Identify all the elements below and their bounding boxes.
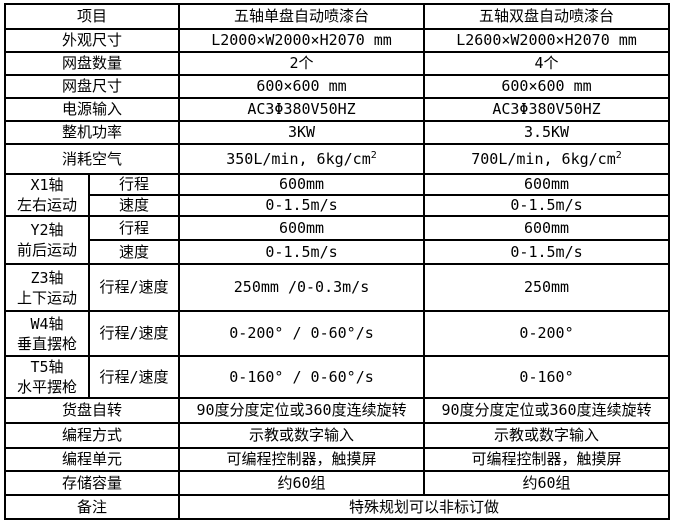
axis-name: T5轴 [30, 358, 64, 376]
cell-x1-speed-product2: 0-1.5m/s [423, 194, 671, 217]
cell-y2-speed-product2: 0-1.5m/s [423, 239, 671, 265]
cell-storage-product2: 约60组 [423, 470, 671, 496]
air-value-base: 700L/min, 6kg/cm [471, 149, 616, 168]
row-label-programming-unit: 编程单元 [3, 447, 181, 472]
row-label-x1-axis: X1轴 左右运动 [4, 173, 90, 217]
header-product1: 五轴单盘自动喷漆台 [178, 3, 426, 30]
row-label-remark: 备注 [3, 494, 181, 520]
table-row-tray-rotation: 货盘自转 90度分度定位或360度连续旋转 90度分度定位或360度连续旋转 [3, 397, 671, 424]
table-row-total-power: 整机功率 3KW 3.5KW [3, 120, 671, 145]
row-label-programming-method: 编程方式 [3, 422, 181, 449]
cell-power-input-product1: AC3Φ380V50HZ [178, 97, 426, 122]
row-sublabel-x1-speed: 速度 [87, 194, 181, 217]
cell-tray-size-product2: 600×600 mm [423, 74, 671, 99]
table-row-z3: Z3轴 上下运动 行程/速度 250mm /0-0.3m/s 250mm [4, 263, 671, 312]
row-label-dimensions: 外观尺寸 [3, 28, 181, 53]
row-label-total-power: 整机功率 [3, 120, 181, 145]
air-value-exponent: 2 [615, 149, 622, 161]
row-label-tray-rotation: 货盘自转 [3, 397, 181, 424]
table-row-x1-speed: 速度 0-1.5m/s 0-1.5m/s [5, 194, 671, 217]
row-sublabel-y2-speed: 速度 [87, 239, 181, 265]
cell-z3-product1: 250mm /0-0.3m/s [178, 263, 426, 312]
air-value-exponent: 2 [370, 149, 377, 161]
row-label-air-consumption: 消耗空气 [3, 143, 181, 175]
cell-total-power-product2: 3.5KW [423, 120, 671, 145]
row-label-tray-size: 网盘尺寸 [3, 74, 181, 99]
axis-motion: 垂直摆枪 [16, 334, 77, 353]
cell-programming-unit-product1: 可编程控制器，触摸屏 [178, 447, 426, 472]
row-sublabel-x1-stroke: 行程 [87, 173, 181, 196]
cell-dimensions-product2: L2600×W2000×H2070 mm [423, 28, 671, 53]
cell-air-consumption-product2: 700L/min, 6kg/cm2 [423, 143, 671, 175]
axis-name: Z3轴 [30, 268, 64, 287]
cell-dimensions-product1: L2000×W2000×H2070 mm [178, 28, 426, 53]
table-row-programming-unit: 编程单元 可编程控制器，触摸屏 可编程控制器，触摸屏 [3, 447, 671, 472]
row-label-power-input: 电源输入 [3, 97, 181, 122]
cell-w4-product2: 0-200° [423, 310, 671, 357]
cell-t5-product1: 0-160° / 0-60°/s [178, 355, 426, 399]
cell-x1-stroke-product2: 600mm [423, 173, 671, 196]
cell-t5-product2: 0-160° [423, 355, 671, 399]
cell-programming-method-product1: 示教或数字输入 [178, 422, 426, 449]
air-value-base: 350L/min, 6kg/cm [226, 149, 371, 168]
cell-tray-count-product1: 2个 [178, 51, 426, 76]
table-row-tray-count: 网盘数量 2个 4个 [3, 51, 671, 76]
axis-motion: 上下运动 [16, 288, 77, 307]
axis-motion: 前后运动 [16, 241, 77, 259]
header-item-label: 项目 [3, 3, 181, 30]
table-row-tray-size: 网盘尺寸 600×600 mm 600×600 mm [3, 74, 671, 99]
row-label-w4-axis: W4轴 垂直摆枪 [4, 310, 90, 357]
axis-name: W4轴 [30, 314, 64, 333]
table-row-header: 项目 五轴单盘自动喷漆台 五轴双盘自动喷漆台 [3, 3, 671, 30]
table-row-air-consumption: 消耗空气 350L/min, 6kg/cm2 700L/min, 6kg/cm2 [3, 143, 671, 175]
row-label-y2-axis: Y2轴 前后运动 [4, 215, 90, 265]
axis-name: X1轴 [30, 176, 64, 194]
cell-storage-product1: 约60组 [178, 470, 426, 496]
table-row-t5: T5轴 水平摆枪 行程/速度 0-160° / 0-60°/s 0-160° [4, 355, 671, 399]
cell-total-power-product1: 3KW [178, 120, 426, 145]
table-row-w4: W4轴 垂直摆枪 行程/速度 0-200° / 0-60°/s 0-200° [4, 310, 671, 357]
cell-y2-speed-product1: 0-1.5m/s [178, 239, 426, 265]
table-row-x1-stroke: X1轴 左右运动 行程 600mm 600mm [4, 173, 671, 217]
row-sublabel-z3: 行程/速度 [87, 263, 181, 312]
axis-name: Y2轴 [30, 221, 64, 239]
row-sublabel-w4: 行程/速度 [87, 310, 181, 357]
cell-programming-method-product2: 示教或数字输入 [423, 422, 671, 449]
table-row-storage: 存储容量 约60组 约60组 [3, 470, 671, 496]
cell-power-input-product2: AC3Φ380V50HZ [423, 97, 671, 122]
row-label-storage: 存储容量 [3, 470, 181, 496]
cell-x1-stroke-product1: 600mm [178, 173, 426, 196]
row-sublabel-y2-stroke: 行程 [87, 215, 181, 241]
cell-tray-count-product2: 4个 [423, 51, 671, 76]
cell-w4-product1: 0-200° / 0-60°/s [178, 310, 426, 357]
row-label-tray-count: 网盘数量 [3, 51, 181, 76]
cell-z3-product2: 250mm [423, 263, 671, 312]
cell-remark-value: 特殊规划可以非标订做 [178, 494, 671, 520]
row-label-t5-axis: T5轴 水平摆枪 [4, 355, 90, 399]
table-row-remark: 备注 特殊规划可以非标订做 [3, 494, 671, 520]
table-row-dimensions: 外观尺寸 L2000×W2000×H2070 mm L2600×W2000×H2… [3, 28, 671, 53]
table-row-y2-speed: 速度 0-1.5m/s 0-1.5m/s [5, 239, 671, 265]
cell-x1-speed-product1: 0-1.5m/s [178, 194, 426, 217]
row-label-z3-axis: Z3轴 上下运动 [4, 263, 90, 312]
spec-table: 项目 五轴单盘自动喷漆台 五轴双盘自动喷漆台 外观尺寸 L2000×W2000×… [3, 3, 671, 520]
axis-motion: 水平摆枪 [16, 378, 77, 396]
cell-y2-stroke-product1: 600mm [178, 215, 426, 241]
axis-motion: 左右运动 [16, 196, 77, 214]
table-row-y2-stroke: Y2轴 前后运动 行程 600mm 600mm [4, 215, 671, 265]
cell-tray-rotation-product2: 90度分度定位或360度连续旋转 [423, 397, 671, 424]
table-row-power-input: 电源输入 AC3Φ380V50HZ AC3Φ380V50HZ [3, 97, 671, 122]
cell-programming-unit-product2: 可编程控制器，触摸屏 [423, 447, 671, 472]
cell-air-consumption-product1: 350L/min, 6kg/cm2 [178, 143, 426, 175]
header-product2: 五轴双盘自动喷漆台 [423, 3, 671, 30]
cell-tray-size-product1: 600×600 mm [178, 74, 426, 99]
cell-y2-stroke-product2: 600mm [423, 215, 671, 241]
row-sublabel-t5: 行程/速度 [87, 355, 181, 399]
table-row-programming-method: 编程方式 示教或数字输入 示教或数字输入 [3, 422, 671, 449]
cell-tray-rotation-product1: 90度分度定位或360度连续旋转 [178, 397, 426, 424]
